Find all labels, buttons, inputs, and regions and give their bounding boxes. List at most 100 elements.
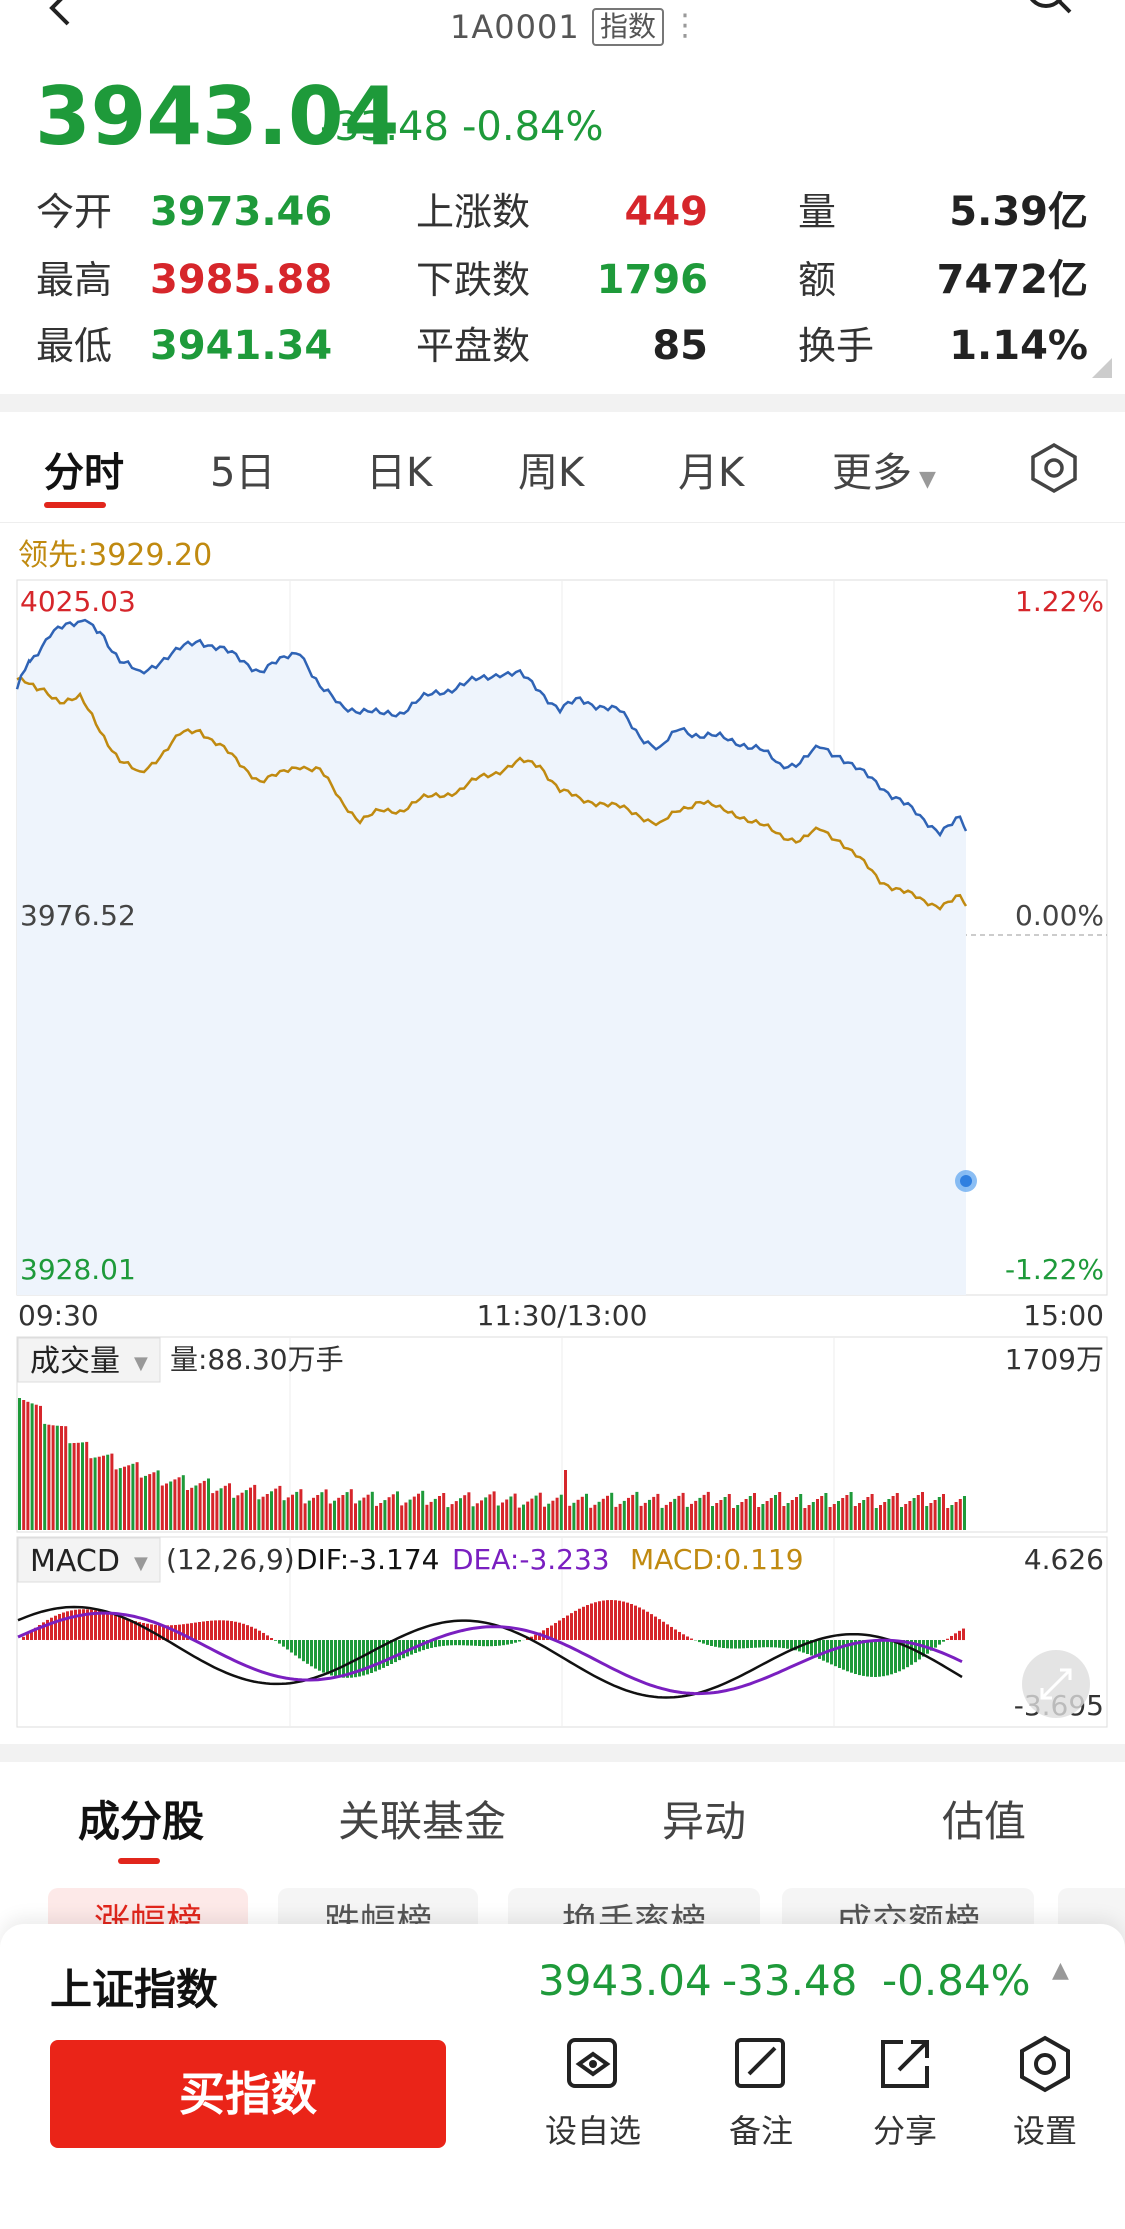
macd-bar [182, 1624, 185, 1640]
volume-bar [123, 1466, 126, 1530]
macd-bar [106, 1612, 109, 1640]
stat-turn-label: 换手 [798, 324, 875, 368]
time-mid: 11:30/13:00 [477, 1299, 648, 1332]
bottom-change-pct: -0.84% [882, 1956, 1031, 2005]
macd-label-box[interactable] [17, 1537, 161, 1583]
stat-open-label: 今开 [36, 190, 113, 234]
volume-bar [547, 1503, 551, 1530]
collapse-up-icon[interactable]: ▲ [1052, 1958, 1069, 1983]
volume-bar [568, 1505, 572, 1530]
volume-bar [484, 1497, 488, 1530]
tab-valuation[interactable]: 估值 [942, 1797, 1027, 1846]
volume-bar [270, 1491, 273, 1530]
tab-monthly-k[interactable]: 月K [678, 450, 745, 496]
macd-bar [686, 1636, 689, 1641]
macd-bar [558, 1620, 561, 1640]
expand-corner-icon[interactable] [1092, 358, 1112, 378]
macd-chart[interactable]: MACD ▼ (12,26,9) DIF:-3.174 DEA:-3.233 M… [0, 1535, 1125, 1735]
macd-bar [206, 1621, 209, 1641]
stat-high: 3985.88 [150, 257, 333, 303]
volume-bar [97, 1456, 101, 1530]
macd-bar [186, 1623, 189, 1640]
macd-bar [802, 1640, 805, 1653]
macd-bar [946, 1638, 949, 1640]
macd-bar [126, 1618, 129, 1641]
volume-bar [929, 1503, 933, 1530]
macd-bar [318, 1640, 321, 1671]
tab-related-funds[interactable]: 关联基金 [338, 1797, 507, 1846]
macd-bar [906, 1640, 909, 1668]
volume-bar [879, 1505, 882, 1530]
price-line [15, 618, 968, 838]
macd-bar [498, 1640, 501, 1646]
volume-bar [181, 1475, 185, 1530]
tab-5day[interactable]: 5日 [210, 450, 276, 496]
macd-bar [898, 1640, 901, 1672]
volume-bar [131, 1463, 135, 1530]
volume-chart[interactable]: 成交量 ▼ 量:88.30万手 1709万 [0, 1335, 1125, 1535]
macd-bar [550, 1625, 553, 1641]
macd-bar [858, 1640, 861, 1676]
volume-bar [748, 1496, 752, 1530]
macd-bar [90, 1609, 93, 1641]
volume-bar [186, 1490, 189, 1530]
volume-bar [39, 1405, 42, 1530]
volume-bar [509, 1496, 513, 1530]
volume-bar [853, 1506, 857, 1530]
action-settings[interactable]: 设置 [990, 2034, 1100, 2152]
macd-bar [238, 1622, 241, 1641]
settings-hex-icon[interactable] [1028, 442, 1080, 494]
volume-bar [198, 1483, 202, 1530]
search-icon[interactable] [1020, 0, 1080, 28]
macd-bar [790, 1640, 793, 1650]
macd-bar [190, 1623, 193, 1641]
macd-bar [706, 1640, 709, 1645]
volume-bar [601, 1498, 605, 1530]
macd-bar [766, 1640, 769, 1648]
volume-bar [215, 1490, 219, 1530]
macd-bar [342, 1640, 345, 1678]
macd-bar [674, 1629, 677, 1641]
macd-bar [110, 1614, 113, 1641]
action-note[interactable]: 备注 [706, 2034, 816, 2152]
macd-bar [30, 1630, 33, 1641]
volume-bar [744, 1499, 748, 1530]
macd-bar [194, 1622, 197, 1640]
volume-bar [438, 1496, 441, 1530]
macd-bar [606, 1600, 609, 1641]
volume-label-box[interactable] [17, 1337, 161, 1383]
intraday-chart[interactable]: 4025.03 3976.52 3928.01 1.22% 0.00% -1.2… [0, 575, 1125, 1345]
volume-bar [114, 1469, 118, 1530]
back-icon[interactable] [40, 0, 80, 28]
volume-bar [555, 1497, 559, 1530]
macd-bar [678, 1631, 681, 1640]
volume-bar [916, 1495, 920, 1530]
volume-bar [816, 1499, 819, 1530]
macd-bar [546, 1627, 549, 1640]
macd-bar [510, 1640, 513, 1644]
macd-bar [322, 1640, 325, 1673]
volume-bar [664, 1504, 668, 1530]
average-line [16, 675, 968, 911]
macd-bar [962, 1628, 965, 1641]
tab-anomaly[interactable]: 异动 [662, 1797, 747, 1846]
more-icon[interactable]: ⋮ [670, 8, 700, 43]
macd-bar [142, 1622, 145, 1640]
action-share[interactable]: 分享 [850, 2034, 960, 2152]
macd-dif: DIF:-3.174 [296, 1543, 439, 1576]
macd-bar [146, 1623, 149, 1641]
share-icon [881, 2040, 929, 2088]
macd-bar [778, 1640, 781, 1648]
action-add-watchlist[interactable]: 设自选 [538, 2034, 648, 2152]
tab-daily-k[interactable]: 日K [366, 450, 433, 496]
tab-weekly-k[interactable]: 周K [518, 450, 585, 496]
tab-more[interactable]: 更多 ▼ [832, 450, 936, 496]
buy-index-button[interactable]: 买指数 [50, 2040, 446, 2148]
volume-bar [370, 1491, 374, 1530]
volume-bar [874, 1508, 878, 1530]
volume-bar [349, 1489, 353, 1530]
volume-bar [908, 1501, 912, 1530]
tab-intraday[interactable]: 分时 [44, 450, 124, 496]
tab-constituents[interactable]: 成分股 [78, 1797, 205, 1846]
volume-bar [765, 1501, 769, 1530]
